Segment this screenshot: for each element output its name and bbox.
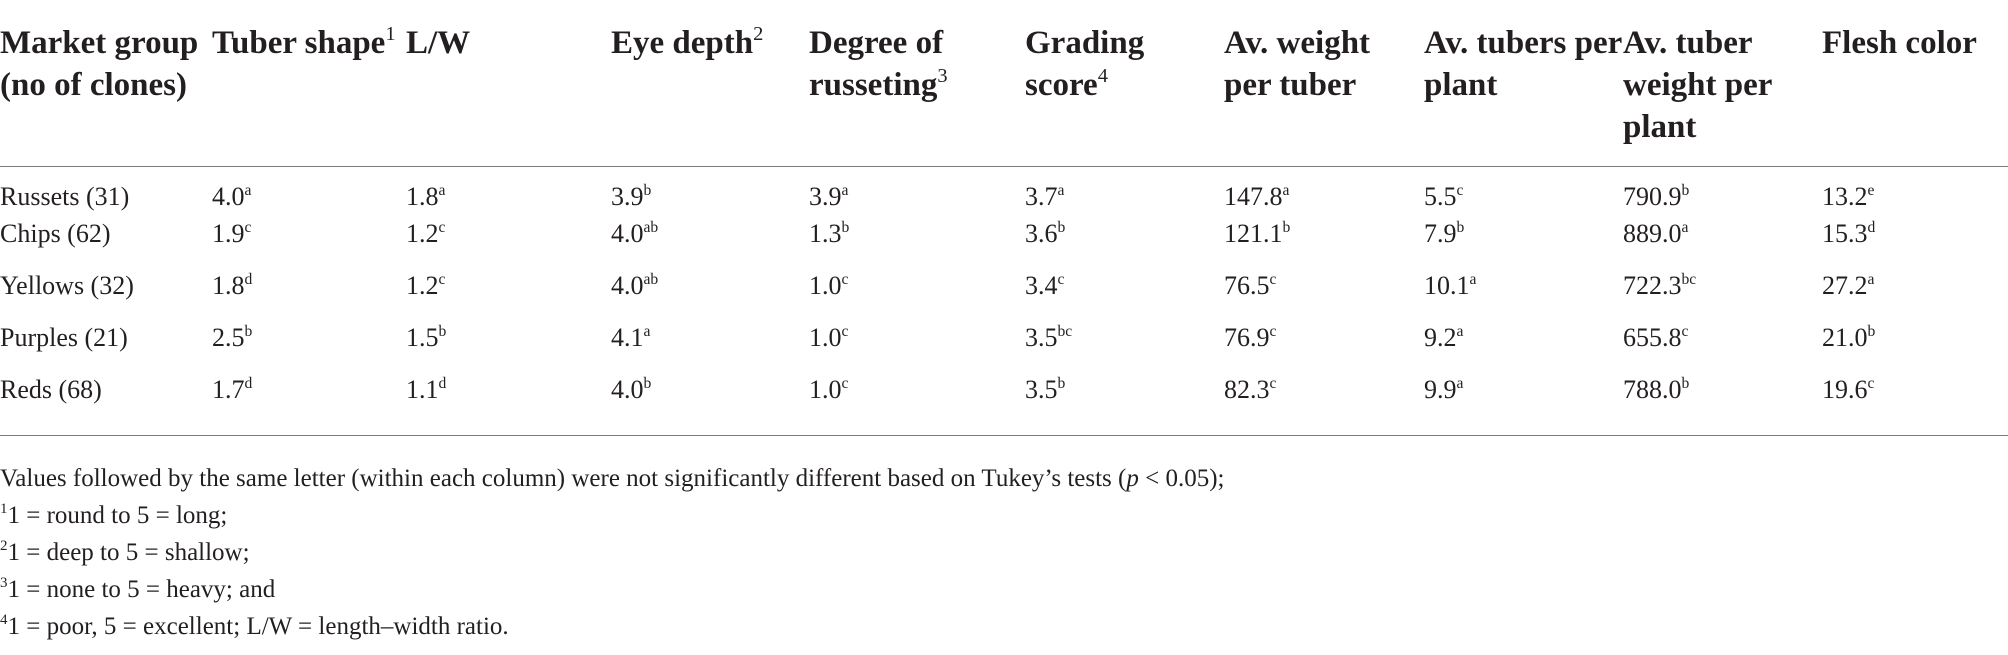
table-cell: 1.8d (212, 270, 253, 300)
table-cell: 4.1a (611, 322, 651, 352)
table-cell: 4.0a (212, 181, 252, 211)
table-cell: 5.5c (1424, 181, 1464, 211)
table-cell: 1.0c (809, 322, 849, 352)
table-cell: 722.3bc (1623, 270, 1697, 300)
market-group-table: Market group (no of clones) Tuber shape1… (0, 0, 2008, 436)
table-cell: 2.5b (212, 322, 253, 352)
table-row: Reds (68) 1.7d 1.1d 4.0b 1.0c 3.5b 82.3c… (0, 375, 2008, 436)
header-av-tuber-weight: Av. tuber weight per plant (1623, 0, 1822, 167)
table-cell: 121.1b (1224, 218, 1291, 248)
table-cell: 9.9a (1424, 375, 1623, 436)
table-row: Russets (31) 4.0a 1.8a 3.9b 3.9a 3.7a 14… (0, 167, 2008, 220)
row-group-label: Reds (68) (0, 375, 212, 436)
row-group-label: Chips (62) (0, 219, 111, 248)
data-table-container: Market group (no of clones) Tuber shape1… (0, 0, 2008, 436)
footnote: 41 = poor, 5 = excellent; L/W = length–w… (0, 611, 509, 640)
row-group-label: Yellows (32) (0, 271, 134, 300)
table-cell: 4.0ab (611, 270, 659, 300)
row-group-label: Russets (31) (0, 182, 130, 211)
header-russeting: Degree of russeting3 (809, 0, 1025, 167)
table-cell: 21.0b (1822, 322, 1876, 352)
table-cell: 13.2e (1822, 181, 1875, 211)
header-market-group: Market group (no of clones) (0, 0, 212, 167)
table-cell: 1.1d (406, 375, 611, 436)
table-cell: 7.9b (1424, 218, 1465, 248)
table-cell: 1.9c (212, 218, 252, 248)
table-cell: 3.4c (1025, 270, 1065, 300)
header-eye-depth: Eye depth2 (611, 0, 809, 167)
table-cell: 790.9b (1623, 181, 1690, 211)
header-av-weight: Av. weight per tuber (1224, 0, 1424, 167)
table-cell: 1.5b (406, 322, 447, 352)
table-cell: 82.3c (1224, 375, 1424, 436)
table-row: Chips (62) 1.9c 1.2c 4.0ab 1.3b 3.6b 121… (0, 219, 2008, 271)
table-cell: 788.0b (1623, 375, 1822, 436)
table-cell: 1.2c (406, 218, 446, 248)
table-row: Purples (21) 2.5b 1.5b 4.1a 1.0c 3.5bc 7… (0, 323, 2008, 375)
table-cell: 3.9a (809, 181, 849, 211)
table-cell: 76.9c (1224, 322, 1277, 352)
table-cell: 4.0b (611, 375, 809, 436)
table-cell: 3.7a (1025, 181, 1065, 211)
table-cell: 1.0c (809, 270, 849, 300)
footnote: 11 = round to 5 = long; (0, 500, 228, 529)
table-cell: 3.6b (1025, 218, 1066, 248)
header-av-tubers: Av. tubers per plant (1424, 0, 1623, 167)
table-cell: 1.8a (406, 181, 446, 211)
table-cell: 4.0ab (611, 218, 659, 248)
table-cell: 1.7d (212, 375, 406, 436)
table-cell: 27.2a (1822, 270, 1875, 300)
table-cell: 76.5c (1224, 270, 1277, 300)
footnote: 31 = none to 5 = heavy; and (0, 574, 276, 603)
significance-note: Values followed by the same letter (with… (0, 465, 1225, 492)
table-cell: 147.8a (1224, 181, 1290, 211)
table-cell: 889.0a (1623, 218, 1689, 248)
table-footnotes: Values followed by the same letter (with… (0, 460, 1224, 645)
row-group-label: Purples (21) (0, 323, 128, 352)
footnote: 21 = deep to 5 = shallow; (0, 537, 250, 566)
table-cell: 3.9b (611, 181, 652, 211)
header-row: Market group (no of clones) Tuber shape1… (0, 0, 2008, 167)
table-cell: 3.5b (1025, 375, 1224, 436)
table-row: Yellows (32) 1.8d 1.2c 4.0ab 1.0c 3.4c 7… (0, 271, 2008, 323)
header-tuber-shape: Tuber shape1 (212, 0, 406, 167)
header-grading-score: Grading score4 (1025, 0, 1224, 167)
header-flesh-color: Flesh color (1822, 0, 2008, 167)
table-cell: 10.1a (1424, 270, 1477, 300)
table-cell: 1.2c (406, 270, 446, 300)
table-cell: 1.3b (809, 218, 850, 248)
table-cell: 9.2a (1424, 322, 1464, 352)
table-cell: 3.5bc (1025, 322, 1073, 352)
header-lw: L/W (406, 0, 611, 167)
table-cell: 19.6c (1822, 375, 2008, 436)
table-cell: 15.3d (1822, 218, 1876, 248)
table-cell: 655.8c (1623, 322, 1689, 352)
table-cell: 1.0c (809, 375, 1025, 436)
